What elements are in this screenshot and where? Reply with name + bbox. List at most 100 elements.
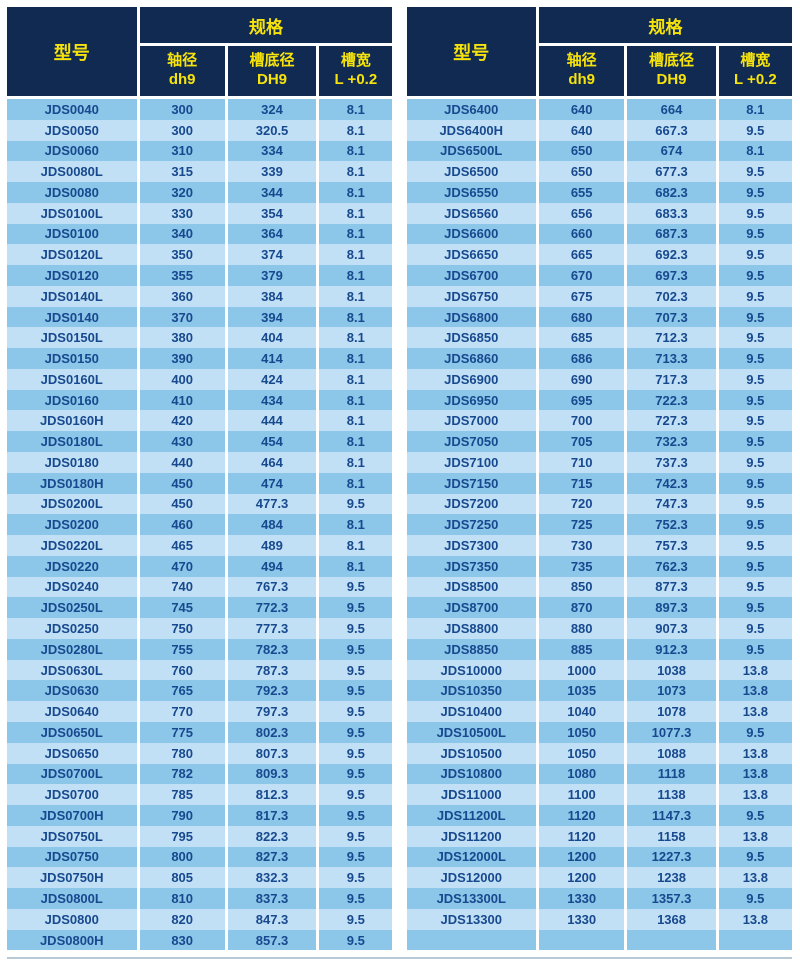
groove-width-cell: 9.5 [718,182,792,203]
model-cell: JDS6750 [406,285,537,307]
model-cell: JDS0250L [7,597,137,619]
groove-width-cell: 8.1 [319,265,393,286]
table-row: JDS13300L 1330 1357.3 9.5 [406,888,793,909]
model-cell: JDS10400 [406,701,537,722]
groove-dia-cell: 1357.3 [627,888,716,909]
groove-width-cell: 9.5 [319,680,393,702]
groove-dia-cell: 364 [227,223,317,245]
groove-width-cell: 9.5 [319,638,393,660]
table-row: JDS10500 1050 1088 13.8 [406,742,793,764]
shaft-dia-cell: 655 [539,182,625,203]
groove-dia-cell: 414 [227,348,317,369]
shaft-dia-cell: 740 [139,576,225,598]
groove-dia-cell: 384 [227,285,317,307]
table-row: JDS7250 725 752.3 9.5 [406,514,793,536]
groove-width-cell: 8.1 [319,119,393,141]
model-cell: JDS8800 [406,618,537,639]
spec-header: 规格 [539,7,792,43]
shaft-dia-cell: 1120 [539,805,625,826]
table-row: JDS0140 370 394 8.1 [7,306,393,328]
shaft-dia-cell: 695 [539,389,625,411]
shaft-dia-cell: 380 [139,327,225,349]
groove-dia-cell: 713.3 [627,348,716,369]
shaft-dia-cell: 745 [139,597,225,619]
groove-dia-cell: 732.3 [627,431,716,453]
table-row: JDS10350 1035 1073 13.8 [406,680,793,702]
model-cell: JDS0050 [7,119,137,141]
groove-width-cell: 9.5 [718,306,792,328]
model-cell: JDS0200 [7,514,137,536]
groove-width-cell: 8.1 [319,244,393,266]
table-row: JDS0060 310 334 8.1 [7,140,393,162]
table-row: JDS0080L 315 339 8.1 [7,161,393,183]
groove-dia-cell: 692.3 [627,244,716,266]
groove-width-cell: 9.5 [718,389,792,411]
model-cell: JDS7250 [406,514,537,536]
table-row: JDS11000 1100 1138 13.8 [406,784,793,806]
groove-width-cell: 9.5 [319,721,393,743]
groove-dia-cell: 683.3 [627,202,716,224]
shaft-dia-cell: 1040 [539,701,625,722]
shaft-dia-cell: 410 [139,389,225,411]
model-cell: JDS6850 [406,327,537,349]
model-cell: JDS0700H [7,805,137,826]
groove-width-cell: 13.8 [718,784,792,806]
left-table-body: JDS0040 300 324 8.1 JDS0050 300 320.5 8.1 JDS006… [7,99,393,951]
groove-width-cell: 8.1 [319,285,393,307]
groove-dia-header-en: DH9 [656,71,687,88]
groove-width-cell: 8.1 [319,389,393,411]
groove-width-cell: 9.5 [319,867,393,889]
shaft-dia-cell: 460 [139,514,225,536]
groove-dia-cell: 742.3 [627,472,716,494]
model-cell: JDS6600 [406,223,537,245]
table-row: JDS8500 850 877.3 9.5 [406,576,793,598]
shaft-dia-cell: 720 [539,493,625,515]
shaft-dia-cell: 390 [139,348,225,369]
table-row: JDS0700L 782 809.3 9.5 [7,763,393,785]
model-cell: JDS6950 [406,389,537,411]
groove-dia-cell: 802.3 [227,721,317,743]
groove-dia-cell: 344 [227,182,317,203]
table-row: JDS0750L 795 822.3 9.5 [7,825,393,847]
groove-width-cell: 9.5 [718,805,792,826]
groove-width-cell: 9.5 [718,535,792,556]
shaft-dia-cell: 770 [139,701,225,722]
groove-dia-cell: 687.3 [627,223,716,245]
groove-width-cell: 9.5 [718,244,792,266]
groove-width-cell: 9.5 [319,763,393,785]
shaft-dia-cell: 805 [139,867,225,889]
shaft-dia-cell: 755 [139,638,225,660]
shaft-dia-cell: 640 [539,99,625,120]
model-cell: JDS0160 [7,389,137,411]
shaft-dia-cell [539,929,625,951]
model-cell: JDS7200 [406,493,537,515]
groove-width-cell: 9.5 [718,472,792,494]
groove-width-cell: 9.5 [319,576,393,598]
table-row: JDS0100L 330 354 8.1 [7,202,393,224]
table-row: JDS6550 655 682.3 9.5 [406,182,793,203]
groove-width-cell: 13.8 [718,763,792,785]
shaft-dia-cell: 650 [539,161,625,183]
table-row: JDS0250 750 777.3 9.5 [7,618,393,639]
model-cell: JDS7300 [406,535,537,556]
groove-width-cell: 9.5 [718,161,792,183]
groove-width-cell: 9.5 [718,348,792,369]
right-spec-table: 型号 规格 轴径 dh9 槽底径 DH9 槽宽 L +0.2 JDS6400 64… [406,7,793,951]
groove-width-cell: 8.1 [319,431,393,453]
groove-dia-cell: 682.3 [627,182,716,203]
model-cell: JDS0160H [7,410,137,432]
model-cell: JDS0750H [7,867,137,889]
table-row: JDS6750 675 702.3 9.5 [406,285,793,307]
model-cell: JDS7000 [406,410,537,432]
model-cell: JDS11200L [406,805,537,826]
groove-dia-cell: 707.3 [627,306,716,328]
groove-dia-cell: 697.3 [627,265,716,286]
shaft-dia-cell: 680 [539,306,625,328]
model-cell: JDS7150 [406,472,537,494]
groove-dia-cell: 1088 [627,742,716,764]
table-row: JDS6400 640 664 8.1 [406,99,793,120]
groove-width-cell: 9.5 [718,576,792,598]
shaft-dia-cell: 420 [139,410,225,432]
table-row: JDS0750H 805 832.3 9.5 [7,867,393,889]
groove-dia-cell: 677.3 [627,161,716,183]
